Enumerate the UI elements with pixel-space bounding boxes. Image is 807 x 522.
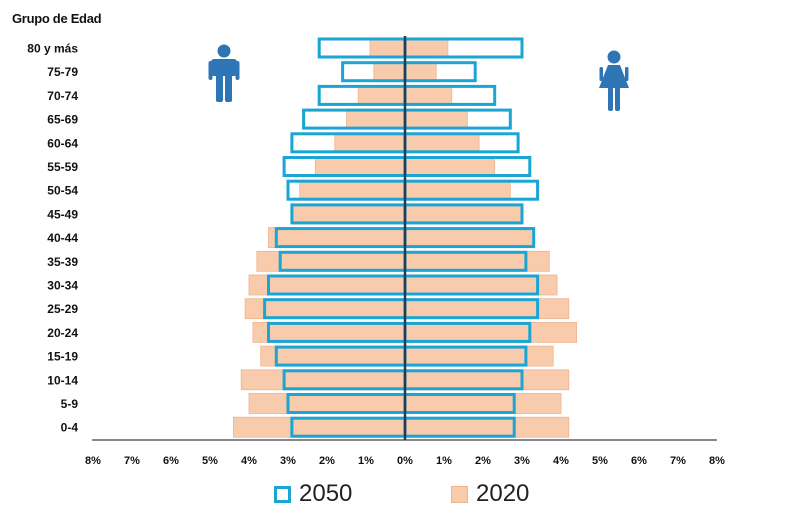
x-tick-label: 7% bbox=[124, 455, 140, 467]
bar-2020-male-80 y más bbox=[369, 37, 406, 59]
bar-2020-male-50-54 bbox=[299, 179, 406, 201]
bar-2020-female-0-4 bbox=[404, 416, 570, 438]
legend-swatch-2020 bbox=[451, 485, 468, 503]
y-tick-label: 0-4 bbox=[61, 421, 79, 435]
bar-2020-female-50-54 bbox=[404, 179, 511, 201]
axes bbox=[92, 36, 717, 441]
y-tick-label: 50-54 bbox=[47, 184, 78, 198]
y-tick-label: 20-24 bbox=[47, 326, 78, 340]
bar-2020-male-0-4 bbox=[232, 416, 406, 438]
y-tick-label: 30-34 bbox=[47, 279, 78, 293]
male-person-icon bbox=[208, 44, 240, 102]
bar-2020-female-75-79 bbox=[404, 61, 437, 83]
bar-2020-female-65-69 bbox=[404, 108, 468, 130]
bar-2020-female-45-49 bbox=[404, 203, 523, 225]
bar-2020-female-40-44 bbox=[404, 227, 535, 249]
x-tick-label: 4% bbox=[241, 455, 257, 467]
bar-2020-male-65-69 bbox=[346, 108, 406, 130]
bar-2020-male-40-44 bbox=[268, 227, 406, 249]
legend-swatch-2050 bbox=[274, 485, 291, 503]
bar-2020-male-20-24 bbox=[252, 321, 406, 343]
y-tick-label: 45-49 bbox=[47, 207, 78, 221]
y-tick-label: 75-79 bbox=[47, 65, 78, 79]
bar-2020-male-55-59 bbox=[314, 156, 406, 177]
bar-2020-female-25-29 bbox=[404, 298, 570, 320]
legend-label-2020: 2020 bbox=[476, 480, 530, 507]
y-tick-label: 80 y más bbox=[27, 42, 78, 56]
bars-2020 bbox=[232, 37, 578, 438]
y-tick-label: 15-19 bbox=[47, 350, 78, 364]
bar-2020-male-10-14 bbox=[240, 369, 406, 391]
bar-2020-male-30-34 bbox=[248, 274, 406, 296]
y-tick-label: 70-74 bbox=[47, 89, 78, 103]
y-tick-label: 55-59 bbox=[47, 160, 78, 174]
female-person-icon bbox=[599, 50, 629, 111]
y-tick-label: 40-44 bbox=[47, 231, 78, 245]
y-tick-label: 60-64 bbox=[47, 136, 78, 150]
bar-2020-female-35-39 bbox=[404, 250, 550, 272]
bar-2020-male-75-79 bbox=[373, 61, 406, 83]
bar-2020-male-15-19 bbox=[260, 345, 406, 367]
bar-2020-male-5-9 bbox=[248, 393, 406, 414]
legend-label-2050: 2050 bbox=[299, 480, 353, 507]
bar-2020-female-30-34 bbox=[404, 274, 558, 296]
bar-2020-male-70-74 bbox=[357, 85, 406, 106]
y-tick-label: 5-9 bbox=[61, 397, 79, 411]
y-axis-title: Grupo de Edad bbox=[12, 11, 102, 26]
legend: 2050 2020 bbox=[0, 480, 807, 516]
bars-2050 bbox=[263, 37, 540, 438]
x-tick-label: 4% bbox=[553, 455, 569, 467]
bar-2020-female-55-59 bbox=[404, 156, 496, 177]
x-tick-label: 3% bbox=[514, 455, 530, 467]
x-tick-label: 2% bbox=[319, 455, 335, 467]
bar-2020-female-10-14 bbox=[404, 369, 570, 391]
y-tick-label: 25-29 bbox=[47, 302, 78, 316]
bar-2020-male-25-29 bbox=[244, 298, 406, 320]
x-tick-label: 6% bbox=[163, 455, 179, 467]
x-tick-labels: 8% 7% 6% 5% 4% 3% 2% 1% 0% 1% 2% 3% 4% 5% 6% 7% 8% bbox=[85, 455, 725, 467]
bar-2020-female-60-64 bbox=[404, 132, 480, 154]
bar-2020-female-20-24 bbox=[404, 321, 578, 343]
bar-2020-male-45-49 bbox=[291, 203, 406, 225]
x-tick-label: 5% bbox=[202, 455, 218, 467]
bar-2020-female-15-19 bbox=[404, 345, 554, 367]
bar-2020-female-5-9 bbox=[404, 393, 562, 414]
x-tick-label: 5% bbox=[592, 455, 608, 467]
bar-2020-female-80 y más bbox=[404, 37, 449, 59]
x-tick-label: 6% bbox=[631, 455, 647, 467]
y-tick-label: 10-14 bbox=[47, 373, 78, 387]
y-tick-labels: 80 y más 75-79 70-74 65-69 60-64 55-59 50-54 45… bbox=[27, 42, 78, 435]
x-tick-label: 7% bbox=[670, 455, 686, 467]
legend-item-2020: 2020 bbox=[451, 480, 529, 508]
bar-2020-male-60-64 bbox=[334, 132, 406, 154]
bar-2020-female-70-74 bbox=[404, 85, 453, 106]
x-tick-label: 1% bbox=[358, 455, 374, 467]
x-tick-label: 3% bbox=[280, 455, 296, 467]
x-tick-label: 1% bbox=[436, 455, 452, 467]
y-tick-label: 65-69 bbox=[47, 113, 78, 127]
x-tick-label: 0% bbox=[397, 455, 413, 467]
legend-item-2050: 2050 bbox=[274, 480, 352, 508]
x-tick-label: 2% bbox=[475, 455, 491, 467]
x-tick-label: 8% bbox=[85, 455, 101, 467]
y-tick-label: 35-39 bbox=[47, 255, 78, 269]
x-tick-label: 8% bbox=[709, 455, 725, 467]
